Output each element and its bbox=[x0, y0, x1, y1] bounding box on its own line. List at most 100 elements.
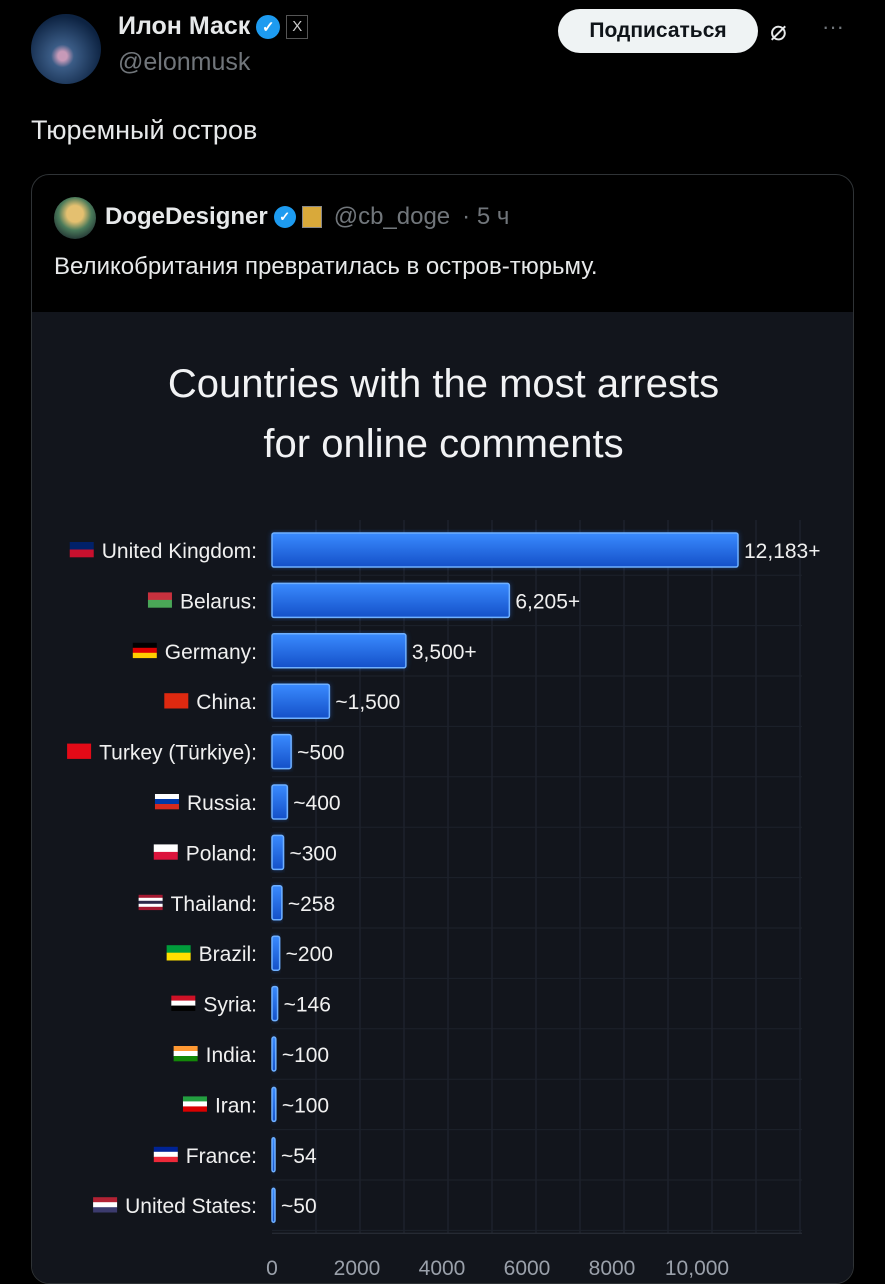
x-tick-label: 4000 bbox=[419, 1257, 466, 1280]
flag-icon bbox=[69, 542, 94, 550]
flag-icon bbox=[93, 1207, 118, 1213]
bar-value-label: 3,500+ bbox=[412, 641, 477, 664]
flag-icon bbox=[154, 804, 179, 810]
category-label: Brazil: bbox=[199, 943, 257, 966]
bar-value-label: ~100 bbox=[282, 1094, 329, 1117]
flag-icon bbox=[154, 794, 179, 800]
verified-badge-icon: ✓ bbox=[273, 206, 296, 228]
flag-icon bbox=[147, 592, 172, 601]
bar-value-label: ~54 bbox=[281, 1145, 317, 1168]
flag-icon bbox=[182, 1106, 207, 1112]
category-label: Thailand: bbox=[171, 893, 257, 916]
category-label: Turkey (Türkiye): bbox=[99, 742, 257, 765]
flag-icon bbox=[93, 1202, 118, 1208]
x-tick-label: 6000 bbox=[504, 1257, 551, 1280]
quoted-handle: @cb_doge bbox=[333, 203, 451, 230]
author-handle[interactable]: @elonmusk bbox=[118, 48, 251, 76]
bar-4 bbox=[271, 733, 292, 770]
bar-value-label: ~146 bbox=[284, 994, 331, 1017]
quoted-time: · 5 ч bbox=[462, 203, 510, 230]
category-label: Belarus: bbox=[180, 590, 257, 613]
flag-icon bbox=[138, 900, 163, 905]
bar-9 bbox=[271, 985, 279, 1022]
bar-2 bbox=[271, 633, 407, 669]
flag-icon bbox=[166, 952, 191, 961]
bar-0 bbox=[271, 532, 739, 568]
x-affiliate-icon: X bbox=[286, 14, 309, 39]
author-name[interactable]: Илон Маск ✓ X bbox=[118, 12, 309, 41]
flag-icon bbox=[153, 851, 178, 860]
quoted-author: DogeDesigner ✓ @cb_doge · 5 ч bbox=[105, 203, 510, 230]
flag-icon bbox=[171, 1000, 196, 1006]
quoted-avatar[interactable] bbox=[54, 197, 96, 239]
quoted-post[interactable]: DogeDesigner ✓ @cb_doge · 5 ч Великобритани… bbox=[31, 174, 854, 1284]
quoted-text: Великобритания превратилась в остров-тюр… bbox=[54, 253, 598, 280]
category-label: Iran: bbox=[215, 1094, 257, 1117]
category-label: Poland: bbox=[186, 842, 257, 865]
verified-badge-icon: ✓ bbox=[256, 14, 281, 39]
author-avatar[interactable] bbox=[31, 14, 101, 84]
flag-icon bbox=[153, 1151, 178, 1158]
x-tick-label: 0 bbox=[266, 1257, 278, 1280]
flag-icon bbox=[132, 652, 157, 659]
bar-10 bbox=[271, 1036, 277, 1072]
chart-title: Countries with the most arrests for onlin… bbox=[167, 362, 720, 466]
category-label: China: bbox=[196, 691, 257, 714]
category-label: France: bbox=[186, 1145, 257, 1168]
flag-icon bbox=[171, 995, 196, 1001]
flag-icon bbox=[182, 1096, 207, 1102]
flag-icon bbox=[164, 693, 189, 709]
flag-icon bbox=[138, 903, 163, 908]
flag-icon bbox=[173, 1051, 198, 1057]
category-label: Germany: bbox=[165, 641, 257, 664]
bar-13 bbox=[271, 1187, 276, 1223]
flag-icon bbox=[132, 642, 157, 649]
flag-icon bbox=[67, 743, 92, 759]
bar-3 bbox=[271, 683, 331, 719]
flag-icon bbox=[173, 1046, 198, 1052]
x-tick-label: 2000 bbox=[334, 1257, 381, 1280]
bar-value-label: ~400 bbox=[293, 792, 340, 815]
category-label: United Kingdom: bbox=[102, 540, 257, 563]
bar-chart: 12,183+ United Kingdom: 6,205+ Belarus: 3,50… bbox=[67, 520, 821, 1280]
x-tick-label: 8000 bbox=[589, 1257, 636, 1280]
bar-value-label: ~500 bbox=[297, 742, 344, 765]
flag-icon bbox=[132, 647, 157, 654]
flag-icon bbox=[138, 894, 163, 899]
bar-5 bbox=[271, 784, 289, 820]
bar-value-label: ~200 bbox=[286, 943, 333, 966]
category-label: Syria: bbox=[203, 994, 257, 1017]
chart-image[interactable]: Countries with the most arrests for onlin… bbox=[32, 312, 853, 1283]
grok-icon[interactable]: ⌀ bbox=[770, 15, 787, 46]
bar-7 bbox=[271, 885, 283, 921]
category-label: United States: bbox=[125, 1195, 257, 1218]
bar-value-label: 12,183+ bbox=[744, 540, 821, 563]
bar-value-label: ~300 bbox=[289, 842, 336, 865]
flag-icon bbox=[153, 844, 178, 853]
flag-icon bbox=[69, 549, 94, 558]
flag-icon bbox=[154, 799, 179, 805]
flag-icon bbox=[166, 945, 191, 953]
bar-1 bbox=[271, 582, 511, 619]
flag-icon bbox=[173, 1056, 198, 1062]
flag-icon bbox=[147, 599, 172, 608]
follow-button[interactable]: Подписаться bbox=[558, 9, 758, 53]
flag-icon bbox=[138, 897, 163, 902]
bar-8 bbox=[271, 935, 281, 971]
post-text: Тюремный остров bbox=[31, 115, 258, 145]
bar-11 bbox=[271, 1086, 277, 1123]
bar-value-label: 6,205+ bbox=[515, 590, 580, 613]
category-label: Russia: bbox=[187, 792, 257, 815]
bar-value-label: ~1,500 bbox=[335, 691, 400, 714]
bar-value-label: ~50 bbox=[281, 1195, 317, 1218]
bar-value-label: ~258 bbox=[288, 893, 335, 916]
flag-icon bbox=[153, 1156, 178, 1163]
bar-12 bbox=[271, 1137, 276, 1173]
flag-icon bbox=[182, 1101, 207, 1107]
x-tick-label: 10,000 bbox=[665, 1257, 729, 1280]
flag-icon bbox=[138, 906, 163, 911]
more-options-icon[interactable]: ··· bbox=[822, 14, 844, 39]
category-label: India: bbox=[206, 1044, 257, 1067]
doge-affiliate-icon bbox=[301, 206, 322, 228]
flag-icon bbox=[93, 1197, 118, 1203]
